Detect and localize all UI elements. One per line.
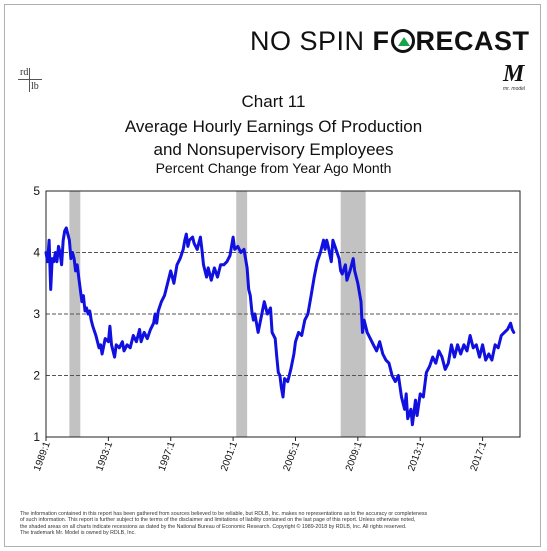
x-tick-label: 2005:1 [281,440,302,473]
rdlb-logo-left: rd [20,67,29,78]
y-tick-label: 5 [33,184,40,198]
footnote-line-1: The information contained in this report… [20,511,428,517]
footnote: The information contained in this report… [20,511,530,537]
footnote-line-3: the shaded areas on all charts indicate … [20,523,407,530]
target-icon [390,29,415,53]
mr-model-sub: mr. model [503,86,526,92]
x-tick-label: 1989:1 [32,440,53,473]
x-tick-label: 2013:1 [406,440,427,473]
y-tick-label: 1 [33,430,40,444]
chart-title: Chart 11 [241,92,306,111]
footnote-line-4: The trademark Mr. Model is owned by RDLB… [20,530,136,537]
y-tick-label: 2 [33,369,40,383]
plot-border [45,190,521,438]
chart-subtitle-2: and Nonsupervisory Employees [153,140,394,159]
footnote-line-2: of such information. This report is furt… [20,517,416,524]
brand-forecast: F RECAST [373,26,530,56]
chart-subtitle-3: Percent Change from Year Ago Month [155,160,392,176]
x-tick-label: 1997:1 [157,440,178,473]
chart-subtitle-1: Average Hourly Earnings Of Production [124,117,423,136]
brand-wordmark: NO SPIN F RECAST [250,26,530,57]
recession-band [69,191,81,437]
x-tick-label: 2017:1 [469,440,490,473]
x-tick-label: 2001:1 [219,440,240,473]
brand-nospin: NO SPIN [250,26,365,56]
x-tick-label: 1993:1 [94,440,115,473]
brand-forecast-pre: F [372,26,390,56]
page-frame [4,4,541,547]
mr-model-mark: M [503,61,525,87]
series-line [44,226,516,427]
y-tick-label: 4 [33,246,40,260]
y-tick-label: 3 [33,307,40,321]
rdlb-logo-right: lb [31,81,39,92]
brand-forecast-post: RECAST [415,26,530,56]
mr-model-logo: M mr. model [503,62,529,92]
x-tick-label: 2009:1 [344,440,365,473]
rdlb-logo: rd lb [16,66,44,94]
